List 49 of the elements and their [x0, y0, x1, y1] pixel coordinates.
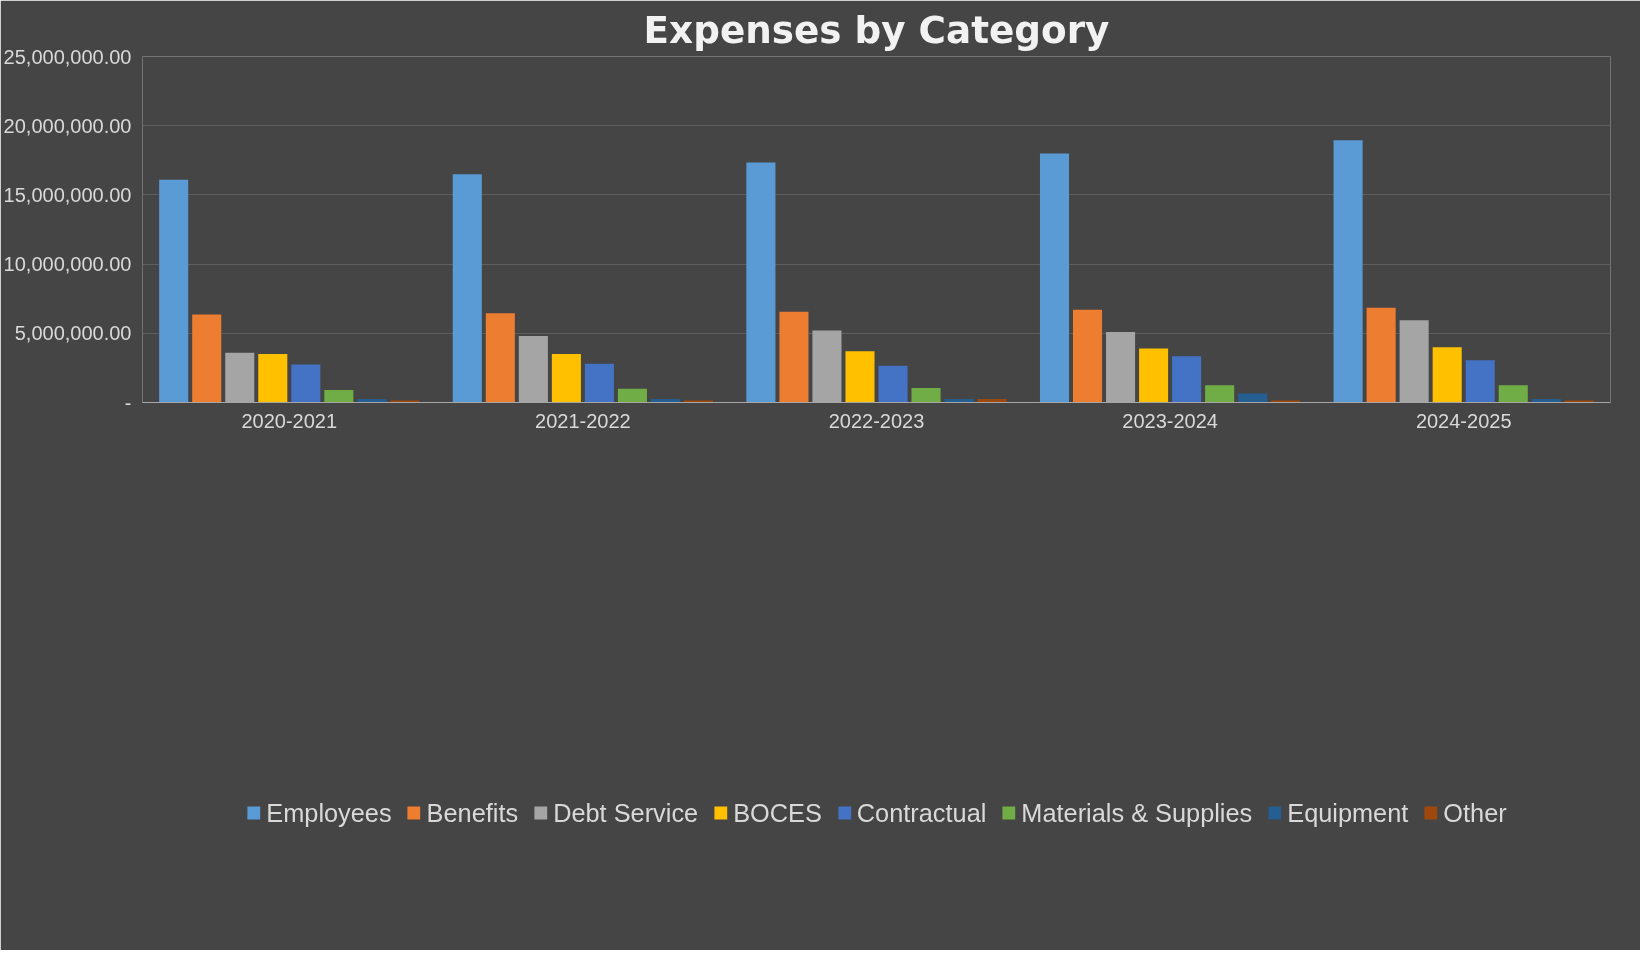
- bar: [1366, 307, 1396, 403]
- bar: [159, 179, 189, 403]
- bar: [1172, 356, 1202, 403]
- bar: [779, 311, 809, 403]
- bar: [1432, 347, 1462, 403]
- bar: [911, 387, 941, 403]
- bar: [1205, 385, 1235, 403]
- bar: [485, 313, 515, 403]
- y-tick-label: 15,000,000.00: [3, 183, 132, 206]
- x-tick-label: 2024-2025: [1415, 409, 1512, 432]
- legend-label: BOCES: [733, 798, 822, 828]
- bar: [1072, 309, 1103, 403]
- legend-label: Equipment: [1287, 798, 1409, 828]
- legend-label: Other: [1443, 798, 1507, 828]
- bar: [746, 162, 776, 403]
- x-tick-label: 2022-2023: [828, 409, 925, 432]
- bar: [1564, 400, 1594, 403]
- bar: [551, 354, 581, 403]
- bar: [324, 390, 354, 403]
- bar: [1465, 360, 1495, 403]
- legend-label: Debt Service: [553, 798, 699, 828]
- bar: [390, 400, 420, 403]
- bar: [192, 314, 222, 403]
- bar: [845, 351, 875, 403]
- bar: [584, 363, 614, 403]
- bar: [291, 364, 321, 403]
- y-tick-label: 25,000,000.00: [3, 45, 132, 68]
- bar: [1271, 400, 1301, 403]
- bar: [683, 400, 714, 403]
- legend-label: Contractual: [856, 798, 987, 828]
- x-tick-label: 2020-2021: [241, 409, 338, 432]
- bar: [1039, 153, 1070, 403]
- legend-label: Materials & Supplies: [1021, 798, 1253, 828]
- y-tick-label: 5,000,000.00: [14, 322, 132, 345]
- x-tick-label: 2023-2024: [1122, 409, 1218, 432]
- legend-label: Employees: [266, 798, 392, 828]
- bar: [258, 354, 288, 403]
- bar: [452, 174, 482, 403]
- bar: [617, 388, 647, 403]
- y-tick-label: 20,000,000.00: [3, 114, 132, 137]
- legend-label: Benefits: [426, 798, 519, 828]
- bar: [878, 365, 908, 403]
- bar: [1333, 140, 1363, 403]
- chart-title: Expenses by Category: [643, 7, 1110, 52]
- y-tick-label: 10,000,000.00: [3, 253, 132, 276]
- y-tick-label: -: [124, 391, 132, 414]
- bar: [1139, 348, 1169, 403]
- x-tick-label: 2021-2022: [535, 409, 631, 432]
- bar: [1498, 385, 1528, 403]
